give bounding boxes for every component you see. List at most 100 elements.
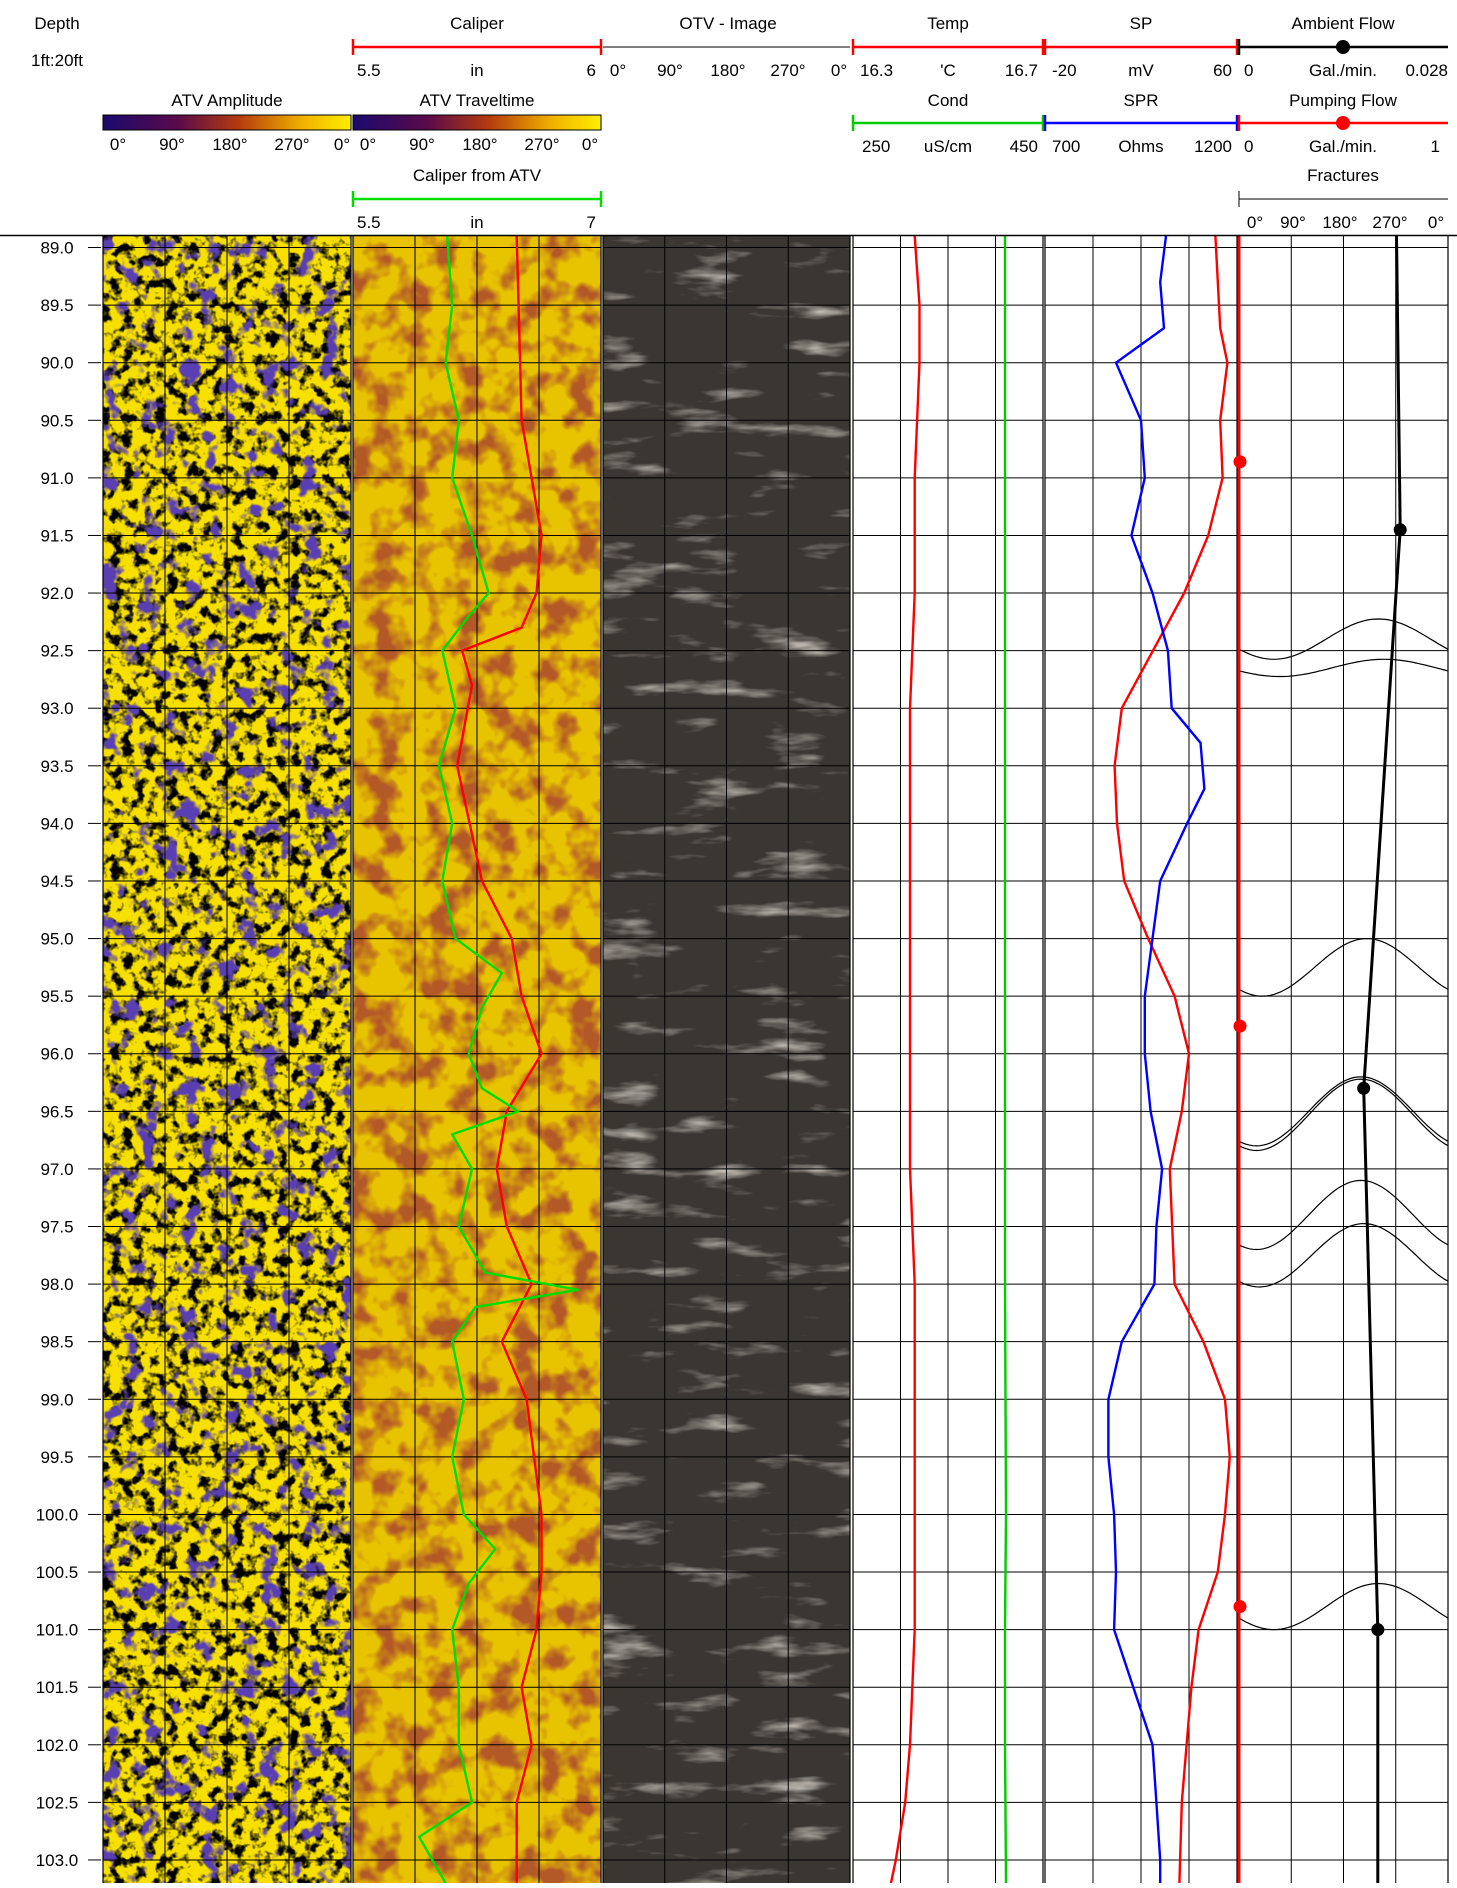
pumping-flow-title: Pumping Flow [1289, 91, 1397, 110]
depth-tick-label: 91.5 [40, 526, 73, 545]
caliper-atv-max: 7 [587, 213, 596, 232]
cond-min: 250 [862, 137, 890, 156]
depth-tick-label: 94.5 [40, 872, 73, 891]
atv-amplitude-tick: 0° [110, 135, 126, 154]
cond-title: Cond [928, 91, 969, 110]
depth-tick-label: 96.5 [40, 1102, 73, 1121]
depth-tick-label: 89.0 [40, 239, 73, 258]
spr-max: 1200 [1194, 137, 1232, 156]
depth-tick-label: 98.5 [40, 1333, 73, 1352]
atv-traveltime-tick: 0° [582, 135, 598, 154]
caliper-min: 5.5 [357, 61, 381, 80]
depth-tick-label: 89.5 [40, 296, 73, 315]
atv-amplitude-colorbar [102, 114, 352, 131]
depth-title: Depth [34, 14, 79, 33]
spr-scale-line [1043, 115, 1239, 131]
fractures-tick: 180° [1322, 213, 1357, 232]
depth-tick-label: 97.0 [40, 1160, 73, 1179]
sp-scale-line [1043, 39, 1239, 55]
fractures-tick: 0° [1247, 213, 1263, 232]
ambient_flow-curve [1362, 235, 1402, 1883]
fracture-sinusoid [1238, 1076, 1449, 1147]
fracture-sinusoid [1238, 937, 1449, 997]
depth-tick-label: 98.0 [40, 1275, 73, 1294]
depth-tick-label: 97.5 [40, 1218, 73, 1237]
cond-unit: uS/cm [924, 137, 972, 156]
fracture-sinusoid [1238, 1078, 1449, 1152]
temp-unit: 'C [940, 61, 956, 80]
temp-title: Temp [927, 14, 969, 33]
atv-traveltime-title: ATV Traveltime [420, 91, 535, 110]
caliper-curve [456, 235, 543, 1883]
depth-tick-label: 100.0 [36, 1505, 79, 1524]
depth-tick-label: 94.0 [40, 814, 73, 833]
cond-max: 450 [1010, 137, 1038, 156]
depth-tick-label: 90.5 [40, 411, 73, 430]
depth-tick-label: 90.0 [40, 354, 73, 373]
temp-min: 16.3 [860, 61, 893, 80]
atv-amplitude-tick: 90° [159, 135, 185, 154]
caliper-max: 6 [587, 61, 596, 80]
ambient-flow-legend-marker [1336, 40, 1350, 54]
atv-amplitude-tick: 0° [334, 135, 350, 154]
atv-amplitude-tick: 270° [274, 135, 309, 154]
depth-axis: 89.0 89.5 90.0 90.5 91.0 91.5 92.0 92.5 93.0 93.5… [36, 239, 79, 1870]
depth-tick-label: 92.5 [40, 642, 73, 661]
pumping-flow-marker [1233, 455, 1247, 469]
ambient-flow-marker [1357, 1081, 1371, 1095]
caliper-unit: in [470, 61, 483, 80]
caliper_atv-curve [417, 235, 580, 1884]
ambient-flow-marker [1393, 523, 1407, 537]
sp-unit: mV [1128, 61, 1154, 80]
temp-curve [889, 235, 921, 1884]
atv-amplitude-title: ATV Amplitude [171, 91, 282, 110]
spr-title: SPR [1124, 91, 1159, 110]
fractures-scale-line [1238, 191, 1448, 207]
depth-tick-label: 95.5 [40, 987, 73, 1006]
atv-traveltime-tick: 180° [462, 135, 497, 154]
sp-title: SP [1130, 14, 1153, 33]
spr-curve [1107, 235, 1206, 1883]
spr-min: 700 [1052, 137, 1080, 156]
fractures-tick: 270° [1372, 213, 1407, 232]
pumping-flow-min: 0 [1244, 137, 1253, 156]
curve-layer [417, 235, 1449, 1884]
pumping-flow-marker [1233, 1600, 1247, 1614]
header: Depth 1ft:20ft ATV Amplitude 0° 90° 180°… [31, 14, 1448, 232]
depth-tick-label: 99.0 [40, 1390, 73, 1409]
fracture-sinusoid [1238, 618, 1449, 660]
depth-tick-label: 91.0 [40, 469, 73, 488]
otv-title: OTV - Image [679, 14, 776, 33]
pumping-flow-marker [1233, 1019, 1247, 1033]
caliper-atv-min: 5.5 [357, 213, 381, 232]
temp-max: 16.7 [1005, 61, 1038, 80]
atv-traveltime-tick: 0° [360, 135, 376, 154]
sp-min: -20 [1052, 61, 1077, 80]
depth-tick-label: 101.5 [36, 1678, 79, 1697]
atv-traveltime-tick: 90° [409, 135, 435, 154]
caliper-atv-scale-line [351, 191, 603, 207]
pumping-flow-legend-marker [1336, 116, 1350, 130]
depth-tick-label: 92.0 [40, 584, 73, 603]
otv-tick: 180° [710, 61, 745, 80]
depth-scale: 1ft:20ft [31, 51, 83, 70]
caliper-scale-line [351, 39, 603, 55]
fracture-sinusoid [1238, 1222, 1449, 1288]
otv-tick: 0° [831, 61, 847, 80]
atv-traveltime-tick: 270° [524, 135, 559, 154]
depth-tick-label: 102.0 [36, 1736, 79, 1755]
depth-tick-label: 102.5 [36, 1793, 79, 1812]
otv-tick: 0° [610, 61, 626, 80]
atv-amplitude-tick: 180° [212, 135, 247, 154]
depth-tick-label: 93.5 [40, 757, 73, 776]
spr-unit: Ohms [1118, 137, 1163, 156]
ambient-flow-unit: Gal./min. [1309, 61, 1377, 80]
ambient-flow-max: 0.028 [1405, 61, 1448, 80]
depth-tick-label: 103.0 [36, 1851, 79, 1870]
depth-tick-label: 95.0 [40, 930, 73, 949]
sp-curve [1113, 235, 1232, 1884]
pumping-flow-max: 1 [1431, 137, 1440, 156]
caliper-title: Caliper [450, 14, 504, 33]
sp-max: 60 [1213, 61, 1232, 80]
ambient-flow-min: 0 [1244, 61, 1253, 80]
